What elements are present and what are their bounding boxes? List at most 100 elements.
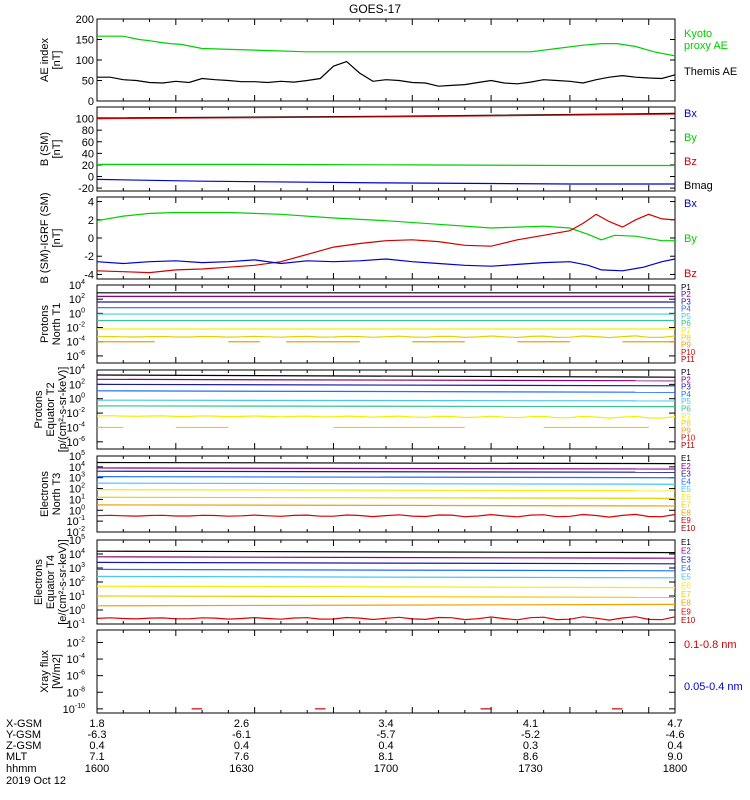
tick-exponent: 5 [81,450,85,457]
legend-entry: proxy AE [684,40,728,52]
y-tick-label: 104 [69,279,85,292]
legend-entry: E3 [681,470,691,479]
tick-exponent: -2 [79,407,85,414]
legend-entry: P9 [681,341,691,350]
legend-entry: P5 [681,312,691,321]
tick-exponent: -6 [79,350,85,357]
panel-bigrf: -4 -2 0 2 4 B (SM)-IGRF (SM) [nT] Bx By Bz [39,192,697,283]
y-tick-label: -2 [84,251,94,263]
y-tick-label: 100 [69,393,85,406]
legend-entry: P7 [681,412,691,421]
tick-base: 10 [69,549,81,561]
y-axis-label: AE index [39,37,51,82]
y-tick-label: 0 [88,96,94,108]
tick-base: 10 [69,605,81,617]
series-line [96,476,676,479]
legend-entry: P4 [681,305,691,314]
tick-exponent: -2 [79,526,85,533]
legend-entry: P1 [681,368,691,377]
legend-entry: E7 [681,590,691,599]
tick-exponent: 2 [81,293,85,300]
series-line [96,616,676,621]
series-line [97,60,676,87]
tick-base: 10 [69,294,81,306]
legend-entry: 0.1-0.8 nm [684,639,737,651]
y-tick-label: 105 [69,450,85,463]
y-axis-label: Equator T2 [45,382,57,436]
series-line [97,163,675,167]
tick-base: 10 [69,394,81,406]
legend-entry: Bx [684,108,697,120]
x-tick-value: 4.7 [667,718,682,730]
tick-exponent: 1 [81,590,85,597]
tick-exponent: 0 [81,393,85,400]
series-line [96,603,676,607]
legend-entry: Kyoto [684,28,712,40]
tick-base: 10 [69,451,81,463]
tick-exponent: 3 [81,472,85,479]
y-tick-label: -4 [84,269,94,281]
y-axis-label: [W/m2] [51,654,63,689]
y-tick-label: 80 [82,125,94,137]
x-tick-value: 0.4 [378,740,393,752]
tick-base: 10 [69,505,81,517]
x-tick-value: -6.1 [232,729,251,741]
tick-base: 10 [67,671,79,683]
series-line [96,568,676,572]
tick-base: 10 [63,704,75,716]
y-tick-label: 10-4 [67,336,86,349]
x-tick-value: 0.4 [667,740,682,752]
series-line [96,467,676,470]
legend-entry: Bz [684,268,697,280]
x-tick-value: 1600 [85,763,109,775]
tick-base: 10 [67,323,79,335]
tick-exponent: -2 [79,636,85,643]
x-tick-value: 1700 [374,763,398,775]
legend-entry: P3 [681,297,691,306]
legend-entry: Bmag [684,180,713,192]
tick-exponent: 5 [81,534,85,541]
series-line [96,378,676,382]
x-row-label: hhmm [6,763,37,775]
tick-base: 10 [69,535,81,547]
y-axis-label: B (SM) [39,132,51,166]
series-line [96,585,676,589]
y-tick-label: 4 [88,197,94,209]
series-line [96,496,676,499]
series-line [96,399,676,402]
series-line [96,561,676,565]
y-axis-label: [e/(cm²-s-sr-keV)] [57,539,69,625]
plot-frame [96,18,676,102]
legend-entry: P8 [681,333,691,342]
tick-base: 10 [69,462,81,474]
legend-entry: P7 [681,326,691,335]
legend-entry: P1 [681,283,691,292]
x-tick-value: -5.2 [521,729,540,741]
x-row-label: MLT [6,751,27,763]
y-tick-label: 10-10 [63,703,85,716]
tick-exponent: 2 [81,576,85,583]
x-row-label: Z-GSM [6,740,41,752]
x-row-label: X-GSM [6,718,42,730]
y-tick-label: 60 [82,137,94,149]
x-tick-value: -4.6 [666,729,685,741]
legend-entry: P11 [681,441,695,450]
y-tick-label: 101 [69,590,85,603]
legend-entry: E2 [681,462,691,471]
tick-exponent: -6 [79,436,85,443]
y-tick-label: 104 [69,548,85,561]
y-tick-label: 50 [82,76,94,88]
y-axis-label: Electrons [33,559,45,605]
legend-entry: E2 [681,547,691,556]
x-tick-value: 0.4 [234,740,249,752]
tick-exponent: -1 [79,515,85,522]
x-tick-value: 1730 [518,763,542,775]
legend-entry: P9 [681,426,691,435]
tick-base: 10 [67,527,79,539]
series-line [96,383,676,387]
